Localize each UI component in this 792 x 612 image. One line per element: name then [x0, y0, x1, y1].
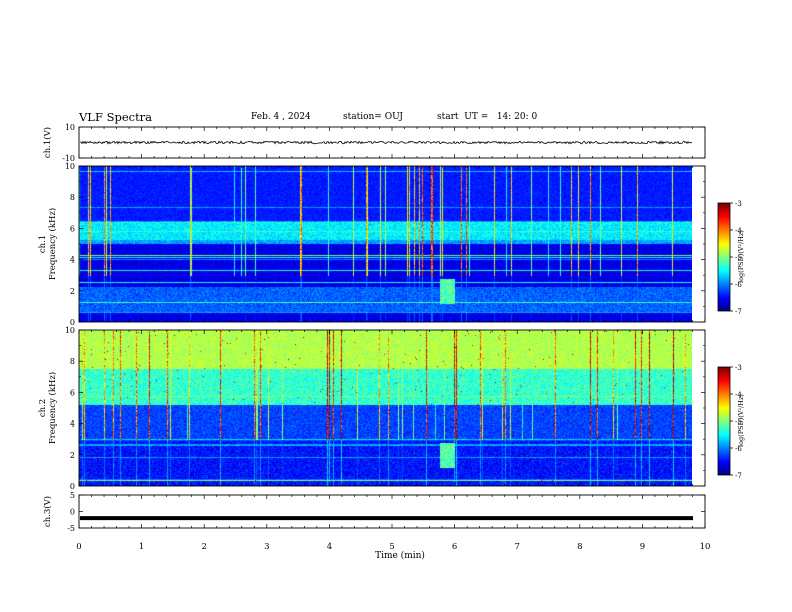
ch2-colorbar-label: log(PSD)(V²/Hz): [737, 394, 745, 447]
ch2-colorbar-tick-label: -5: [735, 418, 742, 426]
ch2-colorbar: [718, 367, 730, 475]
ch3-voltage-frame: [78, 494, 706, 529]
ch2-spectrogram-ytick-label: 0: [70, 482, 75, 491]
ch2-colorbar-tick-label: -3: [735, 364, 742, 372]
ch1-colorbar-tick-label: -4: [735, 227, 742, 235]
xtick-label: 3: [264, 542, 269, 552]
station-label: station= OUJ: [343, 112, 404, 122]
ch2-spectrogram-ytick-label: 4: [70, 420, 75, 429]
ch1-colorbar-tick-label: -6: [735, 281, 742, 289]
ch1-colorbar-tick-label: -7: [735, 308, 742, 316]
ch2-spectrogram-ytick-label: 8: [70, 357, 75, 366]
ch1-voltage-ytick-label: -10: [62, 154, 75, 163]
ch1-spectrogram-ytick-label: 6: [70, 224, 75, 233]
ch2-spectrogram-ylabel: ch.2: [38, 399, 48, 417]
ch1-spectrogram-ylabel: ch.1: [38, 235, 48, 253]
ch3-voltage-ytick-label: 0: [70, 508, 75, 517]
xtick-label: 7: [514, 542, 519, 552]
ch1-colorbar-tick-label: -3: [735, 200, 742, 208]
ch1-spectrogram-image: [79, 166, 692, 322]
ch2-spectrogram-ytick-label: 2: [70, 451, 75, 460]
xtick-label: 9: [640, 542, 645, 552]
ch2-spectrogram-ylabel: Frequency (kHz): [47, 372, 58, 444]
ch1-voltage-ylabel: ch.1(V): [42, 127, 53, 158]
ch2-colorbar-tick-label: -7: [735, 472, 742, 480]
ch2-spectrogram-image: [79, 330, 692, 486]
xtick-label: 1: [139, 542, 144, 552]
xtick-label: 6: [452, 542, 457, 552]
ch1-spectrogram-ytick-label: 10: [65, 162, 75, 171]
date-label: Feb. 4 , 2024: [251, 112, 311, 122]
ch2-spectrogram-ytick-label: 10: [65, 326, 75, 335]
ch2-colorbar-tick-label: -6: [735, 445, 742, 453]
ch1-spectrogram-ylabel: Frequency (kHz): [47, 208, 58, 280]
ch3-voltage-ytick-label: -5: [67, 524, 75, 533]
xtick-label: 0: [76, 542, 81, 552]
ch3-voltage-ytick-label: 5: [70, 491, 75, 500]
ch1-spectrogram-ytick-label: 2: [70, 287, 75, 296]
xtick-label: 4: [327, 542, 332, 552]
ch3-voltage-ylabel: ch.3(V): [42, 496, 53, 527]
ch1-spectrogram-ytick-label: 8: [70, 193, 75, 202]
ch2-spectrogram-ytick-label: 6: [70, 388, 75, 397]
figure-title: VLF Spectra: [79, 110, 153, 124]
xtick-label: 2: [201, 542, 206, 552]
xtick-label: 5: [389, 542, 394, 552]
x-axis-title: Time (min): [375, 550, 425, 561]
xtick-label: 10: [700, 542, 711, 552]
ch1-colorbar-tick-label: -5: [735, 254, 742, 262]
xtick-label: 8: [577, 542, 582, 552]
ch1-voltage-trace: [80, 140, 693, 145]
ch1-spectrogram-ytick-label: 0: [70, 318, 75, 327]
ch1-voltage-ytick-label: 10: [65, 123, 75, 132]
start-time-label: start UT = 14: 20: 0: [437, 112, 538, 122]
ch1-colorbar: [718, 203, 730, 311]
ch1-spectrogram-ytick-label: 4: [70, 256, 75, 265]
ch2-colorbar-tick-label: -4: [735, 391, 742, 399]
ch1-colorbar-label: log(PSD)(V²/Hz): [737, 230, 745, 283]
